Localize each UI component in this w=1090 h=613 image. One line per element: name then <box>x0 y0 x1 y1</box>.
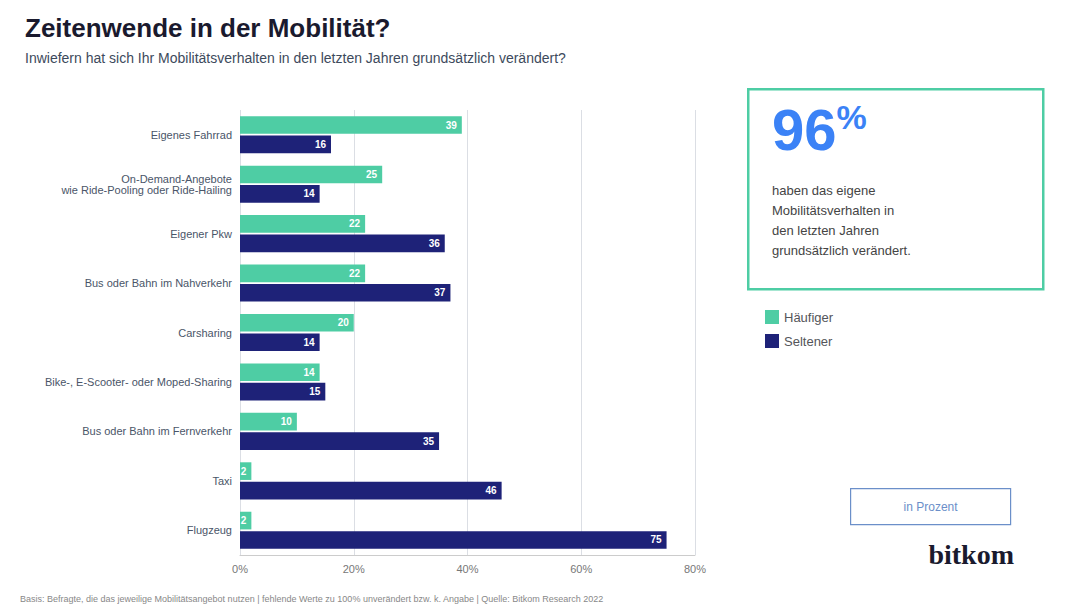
svg-text:22: 22 <box>349 268 361 279</box>
svg-text:%: % <box>837 98 867 136</box>
svg-text:bitkom: bitkom <box>928 539 1014 570</box>
svg-text:80%: 80% <box>684 563 706 575</box>
svg-text:15: 15 <box>309 386 321 397</box>
svg-text:25: 25 <box>366 169 378 180</box>
svg-text:16: 16 <box>315 139 327 150</box>
svg-text:Eigenes Fahrrad: Eigenes Fahrrad <box>151 129 232 141</box>
svg-text:0%: 0% <box>232 563 248 575</box>
svg-text:Häufiger: Häufiger <box>784 310 834 325</box>
svg-text:35: 35 <box>423 436 435 447</box>
svg-text:haben das eigene: haben das eigene <box>772 183 875 198</box>
svg-text:40%: 40% <box>456 563 478 575</box>
svg-text:wie Ride-Pooling oder Ride-Hai: wie Ride-Pooling oder Ride-Hailing <box>60 184 232 196</box>
svg-text:in Prozent: in Prozent <box>904 500 959 514</box>
svg-text:22: 22 <box>349 218 361 229</box>
svg-text:39: 39 <box>446 120 458 131</box>
svg-text:14: 14 <box>304 367 316 378</box>
svg-text:Bus oder Bahn im Nahverkehr: Bus oder Bahn im Nahverkehr <box>85 277 233 289</box>
svg-text:On-Demand-Angebote: On-Demand-Angebote <box>121 172 232 185</box>
svg-text:10: 10 <box>281 416 293 427</box>
svg-text:Inwiefern hat sich Ihr Mobilit: Inwiefern hat sich Ihr Mobilitätsverhalt… <box>25 50 566 66</box>
svg-text:2: 2 <box>241 466 247 477</box>
svg-text:den letzten Jahren: den letzten Jahren <box>772 223 879 238</box>
svg-text:14: 14 <box>304 337 316 348</box>
svg-text:Flugzeug: Flugzeug <box>187 524 232 536</box>
svg-text:37: 37 <box>434 287 446 298</box>
svg-text:2: 2 <box>241 515 247 526</box>
svg-text:46: 46 <box>486 485 498 496</box>
svg-text:Bus oder Bahn im Fernverkehr: Bus oder Bahn im Fernverkehr <box>82 425 232 437</box>
svg-text:75: 75 <box>650 534 662 545</box>
svg-text:Eigener Pkw: Eigener Pkw <box>170 228 232 240</box>
svg-text:14: 14 <box>304 188 316 199</box>
svg-text:36: 36 <box>429 238 441 249</box>
svg-text:20: 20 <box>338 317 350 328</box>
svg-text:60%: 60% <box>570 563 592 575</box>
svg-text:grundsätzlich verändert.: grundsätzlich verändert. <box>772 243 911 258</box>
svg-text:Mobilitätsverhalten in: Mobilitätsverhalten in <box>772 203 894 218</box>
svg-text:Taxi: Taxi <box>212 475 232 487</box>
svg-text:Zeitenwende in der Mobilität?: Zeitenwende in der Mobilität? <box>25 13 390 43</box>
svg-text:Basis: Befragte, die das jewei: Basis: Befragte, die das jeweilige Mobil… <box>20 594 603 604</box>
svg-text:Seltener: Seltener <box>784 334 833 349</box>
svg-text:Bike-, E-Scooter- oder Moped-S: Bike-, E-Scooter- oder Moped-Sharing <box>45 376 232 388</box>
svg-text:Carsharing: Carsharing <box>178 327 232 339</box>
svg-text:96: 96 <box>772 97 837 162</box>
svg-text:20%: 20% <box>343 563 365 575</box>
